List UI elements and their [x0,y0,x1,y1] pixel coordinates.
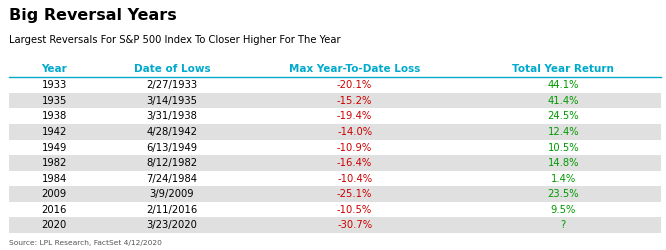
Text: 2016: 2016 [42,204,67,214]
Bar [9,140,661,156]
Text: 1949: 1949 [42,142,67,152]
Bar [9,78,661,94]
Text: 41.4%: 41.4% [547,96,579,106]
Text: -10.5%: -10.5% [337,204,372,214]
Text: 3/23/2020: 3/23/2020 [147,220,197,230]
Text: -16.4%: -16.4% [337,158,372,168]
Text: -15.2%: -15.2% [337,96,372,106]
Bar [9,156,661,171]
Text: 1935: 1935 [42,96,67,106]
Bar [9,202,661,218]
Text: 1984: 1984 [42,173,67,183]
Bar [9,218,661,233]
Text: 1982: 1982 [42,158,67,168]
Text: -10.9%: -10.9% [337,142,372,152]
Text: 2020: 2020 [42,220,67,230]
Bar [9,124,661,140]
Text: 44.1%: 44.1% [547,80,579,90]
Text: 2/11/2016: 2/11/2016 [147,204,197,214]
Bar [9,171,661,186]
Text: 8/12/1982: 8/12/1982 [147,158,197,168]
Text: 1933: 1933 [42,80,67,90]
Text: 14.8%: 14.8% [547,158,579,168]
Text: 1.4%: 1.4% [551,173,576,183]
Text: Largest Reversals For S&P 500 Index To Closer Higher For The Year: Largest Reversals For S&P 500 Index To C… [9,35,340,45]
Text: 10.5%: 10.5% [547,142,579,152]
Text: 24.5%: 24.5% [547,111,579,121]
Text: 23.5%: 23.5% [547,188,579,198]
Text: 2009: 2009 [42,188,67,198]
Text: 7/24/1984: 7/24/1984 [147,173,197,183]
Text: -19.4%: -19.4% [337,111,372,121]
Bar [9,109,661,124]
Text: 12.4%: 12.4% [547,126,579,136]
Text: 1942: 1942 [42,126,67,136]
Text: Year: Year [41,64,67,74]
Text: 9.5%: 9.5% [551,204,576,214]
Text: 3/14/1935: 3/14/1935 [147,96,197,106]
Text: 4/28/1942: 4/28/1942 [147,126,197,136]
Text: 3/31/1938: 3/31/1938 [147,111,197,121]
Text: -14.0%: -14.0% [337,126,372,136]
Text: -10.4%: -10.4% [337,173,372,183]
Text: 1938: 1938 [42,111,67,121]
Text: 2/27/1933: 2/27/1933 [147,80,197,90]
Text: -20.1%: -20.1% [337,80,372,90]
Bar [9,186,661,202]
Text: Big Reversal Years: Big Reversal Years [9,8,176,22]
Text: -25.1%: -25.1% [337,188,372,198]
Text: 3/9/2009: 3/9/2009 [149,188,194,198]
Text: 6/13/1949: 6/13/1949 [147,142,197,152]
Bar [9,94,661,109]
Text: Max Year-To-Date Loss: Max Year-To-Date Loss [289,64,420,74]
Text: Total Year Return: Total Year Return [513,64,614,74]
Text: Date of Lows: Date of Lows [133,64,210,74]
Text: Source: LPL Research, FactSet 4/12/2020: Source: LPL Research, FactSet 4/12/2020 [9,239,162,245]
Text: -30.7%: -30.7% [337,220,372,230]
Text: ?: ? [561,220,566,230]
